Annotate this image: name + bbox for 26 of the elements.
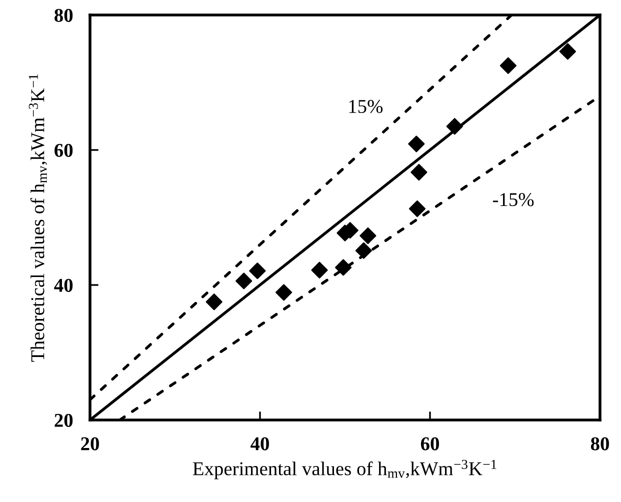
y-tick-label: 60 [54, 144, 73, 157]
x-tick-label: 80 [590, 437, 609, 450]
point [236, 272, 252, 290]
point [249, 262, 266, 280]
x-tick-label: 60 [420, 437, 439, 450]
point [408, 200, 426, 218]
point [559, 43, 576, 60]
point [335, 259, 352, 276]
y-axis-title: Theoretical values of h$_{mv}$,kWm$^{−3}$K$^{−1}$ [28, 74, 48, 362]
point [311, 262, 328, 278]
y-tick-label: 40 [54, 278, 73, 292]
x-tick-label: 40 [250, 437, 269, 450]
point [410, 164, 428, 181]
point [360, 227, 376, 244]
y-tick-label: 20 [54, 414, 73, 427]
point [446, 118, 463, 135]
point [355, 242, 372, 259]
annotation: -15% [492, 193, 534, 206]
point [206, 294, 222, 310]
point [500, 57, 516, 74]
annotation: 15% [349, 100, 383, 114]
point [276, 284, 292, 301]
y-tick-label: 80 [54, 8, 73, 22]
point [408, 136, 425, 152]
x-axis-title: Experimental values of h$_{mv}$,kWm$^{−3}$K$^{−1}$ [192, 460, 496, 480]
x-tick-label: 20 [81, 437, 99, 450]
